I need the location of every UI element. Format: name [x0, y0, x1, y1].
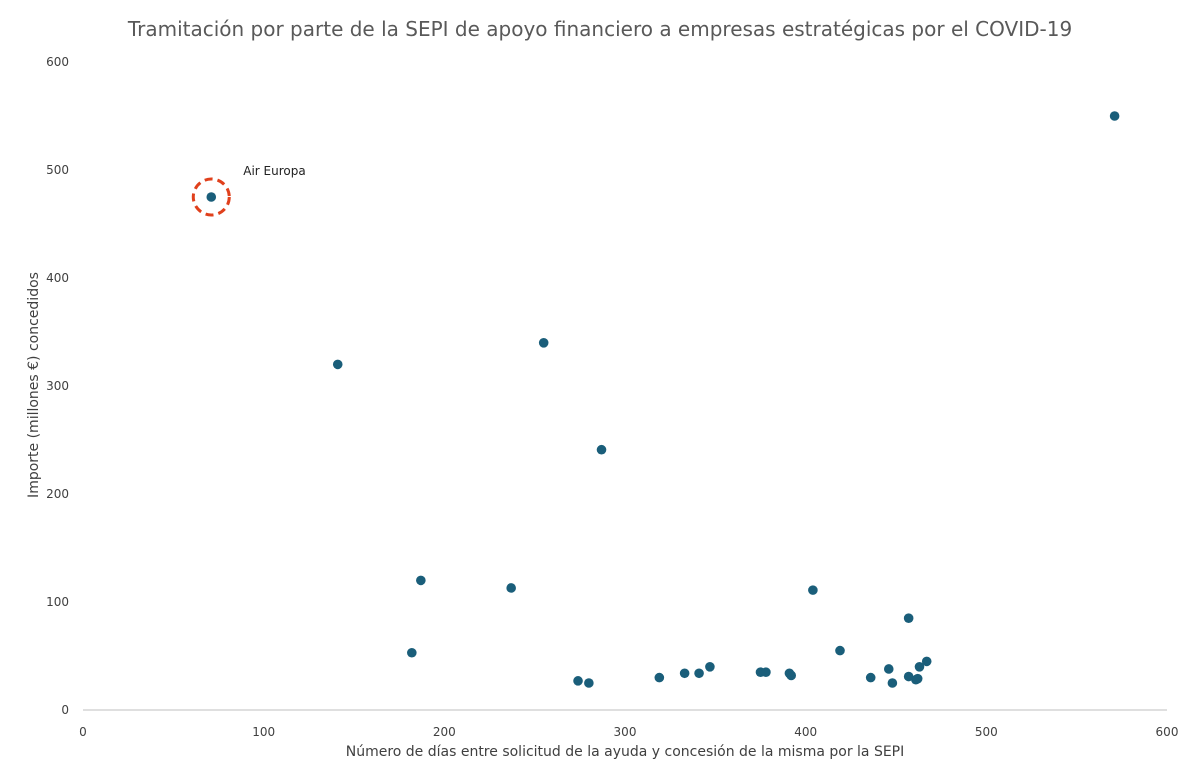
- data-point: [761, 667, 771, 677]
- data-points: [206, 111, 1120, 688]
- x-tick-label: 400: [794, 725, 817, 739]
- data-point: [921, 656, 932, 667]
- data-point: [416, 575, 426, 586]
- x-tick-label: 500: [975, 725, 998, 739]
- data-point: [903, 613, 914, 623]
- data-point: [584, 678, 594, 688]
- data-point: [206, 192, 217, 202]
- highlight-circle: [191, 177, 231, 217]
- data-point: [694, 668, 704, 679]
- annotation-label: Air Europa: [243, 164, 305, 178]
- data-point: [407, 647, 417, 658]
- data-point: [705, 662, 715, 672]
- data-point: [865, 672, 876, 683]
- y-tick-label: 100: [46, 595, 69, 609]
- x-tick-labels: 0 100 200 300 400 500 600: [79, 725, 1178, 739]
- data-point: [835, 645, 845, 656]
- chart-title: Tramitación por parte de la SEPI de apoy…: [127, 17, 1072, 41]
- data-point: [654, 672, 665, 683]
- x-axis-title: Número de días entre solicitud de la ayu…: [346, 744, 905, 760]
- data-point: [1109, 111, 1120, 121]
- data-point: [808, 585, 818, 595]
- data-point: [573, 676, 583, 686]
- data-point: [903, 671, 914, 682]
- data-point: [506, 583, 516, 593]
- data-point: [887, 678, 898, 688]
- y-tick-label: 0: [61, 703, 69, 717]
- y-tick-labels: 0 100 200 300 400 500 600: [46, 55, 69, 717]
- x-tick-label: 300: [614, 725, 637, 739]
- data-point: [332, 359, 343, 370]
- x-tick-label: 600: [1156, 725, 1179, 739]
- data-point: [538, 338, 549, 348]
- x-tick-label: 0: [79, 725, 87, 739]
- data-point: [883, 664, 894, 674]
- x-tick-label: 200: [433, 725, 456, 739]
- y-tick-label: 400: [46, 271, 69, 285]
- y-tick-label: 500: [46, 163, 69, 177]
- data-point: [912, 673, 923, 684]
- y-tick-label: 600: [46, 55, 69, 69]
- data-point: [596, 444, 607, 455]
- x-tick-label: 100: [252, 725, 275, 739]
- y-tick-label: 200: [46, 487, 69, 501]
- y-axis-title: Importe (millones €) concedidos: [26, 272, 42, 498]
- data-point: [914, 662, 925, 672]
- annotations: Air Europa: [191, 164, 306, 217]
- y-tick-label: 300: [46, 379, 69, 393]
- data-point: [679, 668, 690, 679]
- data-point: [786, 670, 797, 681]
